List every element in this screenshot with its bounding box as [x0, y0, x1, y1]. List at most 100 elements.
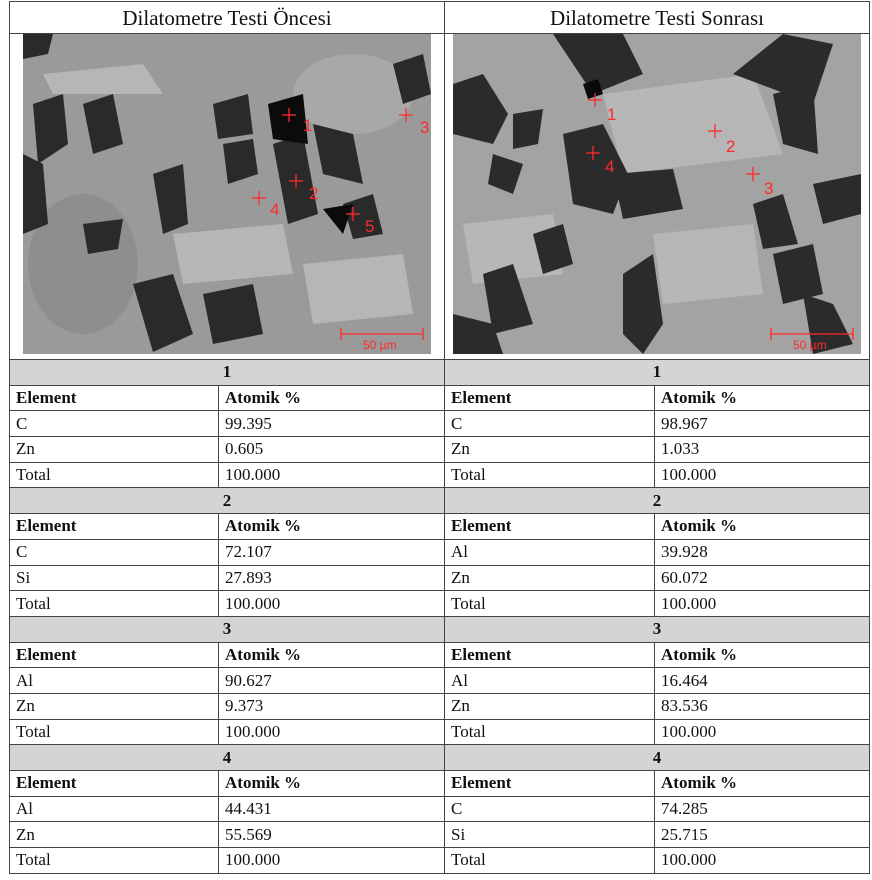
scale-label: 50 µm: [363, 338, 397, 352]
value-cell: 83.536: [655, 693, 870, 719]
element-cell: Total: [445, 591, 655, 617]
element-cell: C: [10, 539, 219, 565]
element-cell: Zn: [445, 693, 655, 719]
value-cell: 60.072: [655, 565, 870, 591]
scale-label: 50 µm: [793, 338, 827, 352]
header-cell: Atomik %: [655, 771, 870, 797]
marker-label: 3: [764, 179, 773, 198]
section-label: 3: [10, 616, 445, 642]
header-cell: Element: [445, 514, 655, 540]
element-cell: Si: [445, 822, 655, 848]
value-cell: 90.627: [219, 668, 445, 694]
header-cell: Element: [445, 385, 655, 411]
header-cell: Atomik %: [219, 385, 445, 411]
marker-label: 4: [605, 157, 614, 176]
title-row: Dilatometre Testi Öncesi Dilatometre Tes…: [10, 2, 870, 34]
value-cell: 9.373: [219, 693, 445, 719]
element-cell: Total: [445, 848, 655, 874]
element-cell: Total: [10, 591, 219, 617]
value-cell: 100.000: [655, 848, 870, 874]
value-cell: 39.928: [655, 539, 870, 565]
section-label: 3: [445, 616, 870, 642]
section-label: 1: [445, 360, 870, 386]
results-table: Dilatometre Testi Öncesi Dilatometre Tes…: [9, 1, 870, 874]
value-cell: 100.000: [219, 719, 445, 745]
marker-label: 1: [607, 105, 616, 124]
sem-image: 1 2 3 4 5 50 µm: [23, 34, 431, 354]
value-cell: 100.000: [655, 591, 870, 617]
header-cell: Atomik %: [219, 771, 445, 797]
value-cell: 100.000: [655, 719, 870, 745]
marker-label: 1: [303, 116, 312, 135]
element-cell: Total: [445, 462, 655, 488]
value-cell: 0.605: [219, 437, 445, 463]
section-label: 4: [445, 745, 870, 771]
value-cell: 55.569: [219, 822, 445, 848]
header-cell: Element: [10, 642, 219, 668]
header-cell: Atomik %: [219, 642, 445, 668]
value-cell: 100.000: [655, 462, 870, 488]
value-cell: 1.033: [655, 437, 870, 463]
marker-label: 5: [365, 217, 374, 236]
element-cell: Al: [10, 668, 219, 694]
element-cell: C: [445, 796, 655, 822]
column-title: Dilatometre Testi Sonrası: [445, 2, 870, 34]
value-cell: 74.285: [655, 796, 870, 822]
value-cell: 99.395: [219, 411, 445, 437]
element-cell: Si: [10, 565, 219, 591]
header-cell: Atomik %: [655, 514, 870, 540]
value-cell: 100.000: [219, 462, 445, 488]
element-cell: Al: [445, 668, 655, 694]
value-cell: 44.431: [219, 796, 445, 822]
header-cell: Atomik %: [655, 385, 870, 411]
element-cell: Zn: [10, 437, 219, 463]
element-cell: Zn: [10, 693, 219, 719]
element-cell: Al: [10, 796, 219, 822]
image-cell: 1 2 3 4 50 µm: [445, 34, 870, 360]
value-cell: 100.000: [219, 591, 445, 617]
marker-label: 4: [270, 200, 279, 219]
column-title: Dilatometre Testi Öncesi: [10, 2, 445, 34]
value-cell: 27.893: [219, 565, 445, 591]
element-cell: Zn: [10, 822, 219, 848]
element-cell: C: [10, 411, 219, 437]
image-row: 1 2 3 4 5 50 µm: [10, 34, 870, 360]
element-cell: C: [445, 411, 655, 437]
element-cell: Total: [10, 719, 219, 745]
header-cell: Atomik %: [219, 514, 445, 540]
marker-label: 2: [309, 184, 318, 203]
table-body: Dilatometre Testi Öncesi Dilatometre Tes…: [10, 2, 870, 874]
header-cell: Element: [10, 771, 219, 797]
sem-image: 1 2 3 4 50 µm: [453, 34, 861, 354]
element-cell: Total: [445, 719, 655, 745]
element-cell: Zn: [445, 437, 655, 463]
value-cell: 25.715: [655, 822, 870, 848]
page: Dilatometre Testi Öncesi Dilatometre Tes…: [0, 0, 872, 880]
element-cell: Total: [10, 462, 219, 488]
section-label: 4: [10, 745, 445, 771]
image-cell: 1 2 3 4 5 50 µm: [10, 34, 445, 360]
header-cell: Element: [10, 514, 219, 540]
value-cell: 100.000: [219, 848, 445, 874]
header-cell: Element: [445, 771, 655, 797]
section-label: 2: [445, 488, 870, 514]
value-cell: 16.464: [655, 668, 870, 694]
element-cell: Zn: [445, 565, 655, 591]
value-cell: 98.967: [655, 411, 870, 437]
value-cell: 72.107: [219, 539, 445, 565]
